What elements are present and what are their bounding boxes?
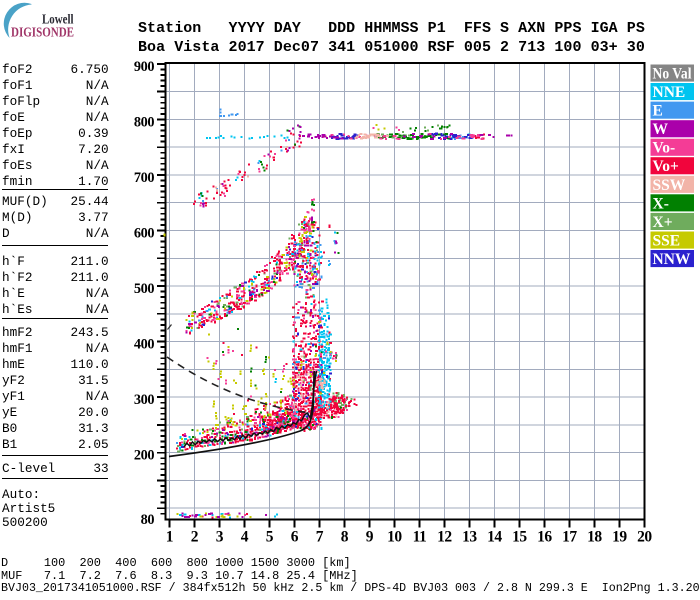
svg-text:8: 8 — [341, 528, 349, 545]
svg-text:15: 15 — [512, 528, 527, 545]
svg-text:Lowell: Lowell — [42, 12, 74, 27]
svg-text:800: 800 — [134, 114, 154, 130]
svg-text:10: 10 — [387, 528, 402, 545]
svg-text:SSW: SSW — [653, 177, 686, 194]
svg-text:12: 12 — [437, 528, 452, 545]
svg-text:Vo-: Vo- — [653, 140, 676, 157]
svg-text:NNE: NNE — [653, 84, 686, 101]
svg-text:E: E — [653, 103, 663, 120]
svg-text:Vo+: Vo+ — [653, 158, 680, 175]
svg-text:900: 900 — [134, 59, 154, 75]
svg-text:13: 13 — [462, 528, 477, 545]
svg-text:X-: X- — [653, 195, 669, 212]
svg-text:SSE: SSE — [653, 233, 681, 250]
svg-text:11: 11 — [413, 528, 427, 545]
svg-text:700: 700 — [134, 170, 154, 186]
svg-text:NNW: NNW — [653, 251, 691, 268]
svg-text:6: 6 — [291, 528, 299, 545]
svg-text:16: 16 — [537, 528, 552, 545]
svg-text:200: 200 — [134, 448, 154, 464]
svg-text:400: 400 — [134, 337, 154, 353]
svg-text:17: 17 — [562, 528, 577, 545]
svg-text:W: W — [653, 121, 669, 138]
svg-text:2: 2 — [191, 528, 199, 545]
svg-text:No Val: No Val — [653, 66, 693, 83]
svg-text:14: 14 — [487, 528, 502, 545]
svg-text:X+: X+ — [653, 214, 673, 231]
svg-text:3: 3 — [216, 528, 224, 545]
svg-text:600: 600 — [134, 226, 154, 242]
svg-text:18: 18 — [587, 528, 602, 545]
svg-text:80: 80 — [141, 512, 155, 528]
svg-text:4: 4 — [241, 528, 249, 545]
svg-text:7: 7 — [316, 528, 324, 545]
svg-text:300: 300 — [134, 392, 154, 408]
svg-text:20: 20 — [637, 528, 652, 545]
svg-text:1: 1 — [166, 528, 173, 545]
svg-text:19: 19 — [612, 528, 627, 545]
svg-text:9: 9 — [366, 528, 374, 545]
svg-text:500: 500 — [134, 281, 154, 297]
svg-text:DIGISONDE: DIGISONDE — [11, 26, 74, 41]
svg-text:5: 5 — [266, 528, 274, 545]
